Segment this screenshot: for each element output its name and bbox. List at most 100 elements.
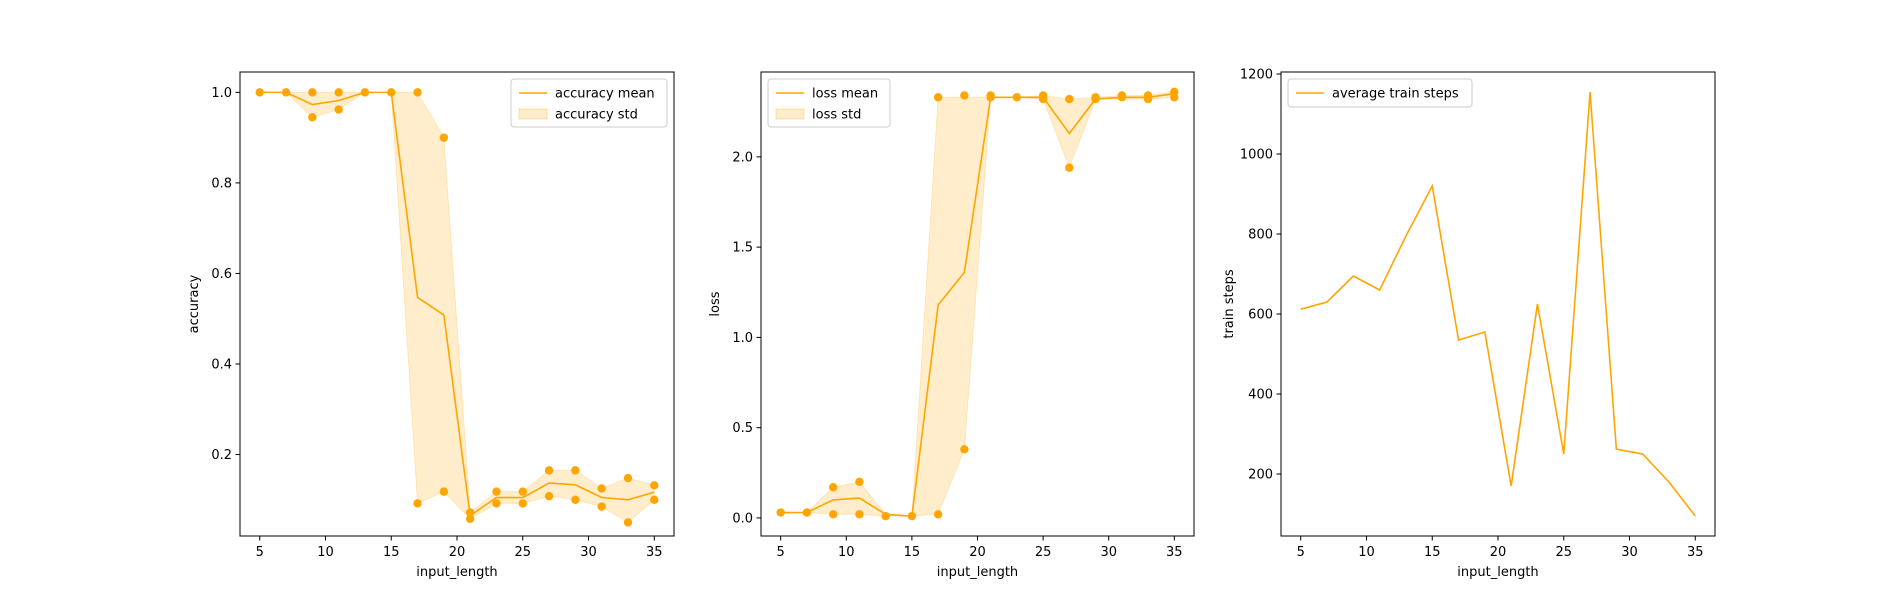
axes-frame: [1280, 71, 1716, 537]
legend-label: accuracy std: [555, 108, 638, 123]
data-point: [387, 88, 396, 97]
y-tick-label: 1200: [1240, 68, 1273, 83]
data-point: [855, 510, 864, 519]
plot-area: [1300, 91, 1696, 517]
legend-box: [1287, 78, 1473, 108]
data-point: [597, 484, 606, 493]
legend-swatch-band: [775, 108, 805, 120]
y-tick-label: 1.0: [732, 331, 753, 346]
data-point: [855, 477, 864, 487]
y-tick-label: 400: [1248, 388, 1273, 403]
y-tick-label: 1.0: [211, 86, 232, 101]
plot-area: [776, 87, 1179, 521]
data-point: [933, 93, 943, 102]
data-point: [308, 113, 317, 122]
x-tick-label: 20: [449, 545, 466, 560]
legend-box: [767, 78, 891, 128]
data-point: [255, 88, 264, 97]
data-point: [281, 88, 291, 97]
data-point: [413, 88, 422, 97]
y-tick-label: 0.4: [211, 357, 232, 372]
legend-label: loss std: [812, 108, 861, 123]
x-axis-label: input_length: [416, 565, 497, 580]
x-axis-label: input_length: [937, 565, 1018, 580]
x-tick-label: 5: [1297, 545, 1305, 560]
x-axis-label: input_length: [1457, 565, 1538, 580]
data-point: [518, 499, 527, 508]
data-point: [1143, 94, 1153, 104]
data-point: [828, 483, 838, 492]
data-point: [881, 511, 890, 521]
x-tick-label: 15: [383, 545, 400, 560]
y-tick-label: 800: [1248, 228, 1273, 243]
legend: loss mean loss std: [767, 78, 891, 128]
data-point: [492, 499, 501, 508]
data-point: [1117, 93, 1127, 102]
legend-box: [510, 78, 668, 128]
data-point: [623, 473, 633, 483]
data-point: [802, 508, 812, 517]
x-tick-label: 30: [1100, 545, 1117, 560]
chart-panel-1: 5 10 15 20 25 30 35 0.2 0.4 0.6 0.8 1.0 input_length…: [187, 71, 675, 580]
data-point: [492, 487, 501, 496]
series-line: [780, 92, 1175, 517]
data-point: [650, 495, 659, 504]
x-tick-label: 25: [1555, 545, 1572, 560]
data-point: [308, 88, 317, 97]
data-point: [907, 511, 917, 521]
y-axis-label: accuracy: [187, 274, 202, 333]
std-band: [259, 91, 655, 524]
x-tick-label: 35: [1166, 545, 1183, 560]
legend: average train steps: [1287, 78, 1473, 108]
data-point: [1012, 93, 1022, 102]
y-tick-label: 0.2: [211, 448, 232, 463]
data-point: [334, 88, 343, 97]
x-tick-label: 35: [1687, 545, 1704, 560]
data-point: [360, 88, 370, 97]
x-tick-label: 10: [1358, 545, 1375, 560]
x-tick-label: 25: [514, 545, 531, 560]
y-axis-label: loss: [708, 291, 723, 316]
data-point: [1038, 91, 1048, 100]
data-point: [544, 491, 554, 501]
y-tick-label: 0.8: [211, 176, 232, 191]
x-tick-label: 20: [1490, 545, 1507, 560]
data-point: [465, 514, 475, 523]
plot-area: [255, 88, 659, 527]
chart-panel-2: 5 10 15 20 25 30 35 0.0 0.5 1.0 1.5 2.0 input_length…: [708, 71, 1195, 580]
y-tick-label: 0.5: [732, 421, 753, 436]
chart-panel-3: 5 10 15 20 25 30 35 200 400 600 800 1000 1200 input_l…: [1222, 68, 1716, 580]
data-point: [518, 487, 527, 496]
data-point: [1170, 87, 1179, 97]
legend-label: loss mean: [812, 87, 878, 102]
x-tick-label: 10: [317, 545, 334, 560]
y-tick-label: 2.0: [732, 150, 753, 165]
data-point: [334, 105, 343, 114]
x-tick-label: 20: [969, 545, 986, 560]
legend-swatch-band: [518, 108, 548, 120]
x-tick-label: 25: [1035, 545, 1052, 560]
data-point: [1091, 93, 1100, 102]
data-point: [623, 518, 633, 527]
data-point: [960, 91, 969, 100]
x-tick-label: 30: [1621, 545, 1638, 560]
y-tick-label: 200: [1248, 468, 1273, 483]
data-point: [960, 445, 969, 454]
legend: accuracy mean accuracy std: [510, 78, 668, 128]
data-point: [650, 481, 659, 490]
x-tick-label: 5: [777, 545, 785, 560]
std-band: [780, 91, 1175, 517]
legend-label: accuracy mean: [555, 87, 655, 102]
data-point: [597, 502, 606, 511]
data-point: [776, 508, 785, 517]
y-tick-label: 600: [1248, 308, 1273, 323]
data-point: [828, 510, 838, 519]
data-point: [986, 91, 995, 100]
x-tick-label: 15: [904, 545, 921, 560]
data-point: [439, 133, 449, 142]
series-line: [259, 91, 655, 518]
data-point: [465, 508, 475, 517]
x-tick-label: 15: [1424, 545, 1441, 560]
y-tick-label: 1.5: [732, 241, 753, 256]
